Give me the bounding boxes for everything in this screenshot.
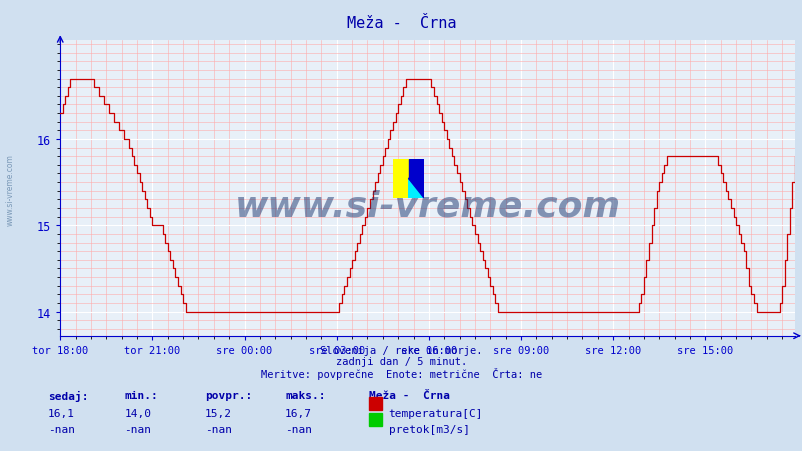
Text: sedaj:: sedaj: bbox=[48, 390, 88, 401]
Text: 14,0: 14,0 bbox=[124, 408, 152, 418]
Polygon shape bbox=[408, 160, 423, 198]
Text: -nan: -nan bbox=[205, 424, 232, 434]
Text: -nan: -nan bbox=[48, 424, 75, 434]
Text: 15,2: 15,2 bbox=[205, 408, 232, 418]
Text: min.:: min.: bbox=[124, 390, 158, 400]
Text: temperatura[C]: temperatura[C] bbox=[388, 408, 483, 418]
Text: Meritve: povprečne  Enote: metrične  Črta: ne: Meritve: povprečne Enote: metrične Črta:… bbox=[261, 368, 541, 380]
Text: maks.:: maks.: bbox=[285, 390, 325, 400]
Polygon shape bbox=[408, 160, 423, 179]
Bar bbox=[393, 160, 408, 198]
Polygon shape bbox=[408, 179, 423, 198]
Text: 16,1: 16,1 bbox=[48, 408, 75, 418]
Text: pretok[m3/s]: pretok[m3/s] bbox=[388, 424, 469, 434]
Text: www.si-vreme.com: www.si-vreme.com bbox=[6, 153, 15, 226]
Text: -nan: -nan bbox=[285, 424, 312, 434]
Text: 16,7: 16,7 bbox=[285, 408, 312, 418]
Text: -nan: -nan bbox=[124, 424, 152, 434]
Text: www.si-vreme.com: www.si-vreme.com bbox=[234, 189, 620, 223]
Text: Meža -  Črna: Meža - Črna bbox=[369, 390, 450, 400]
Text: zadnji dan / 5 minut.: zadnji dan / 5 minut. bbox=[335, 356, 467, 366]
Text: Slovenija / reke in morje.: Slovenija / reke in morje. bbox=[320, 345, 482, 355]
Text: povpr.:: povpr.: bbox=[205, 390, 252, 400]
Text: Meža -  Črna: Meža - Črna bbox=[346, 16, 456, 31]
